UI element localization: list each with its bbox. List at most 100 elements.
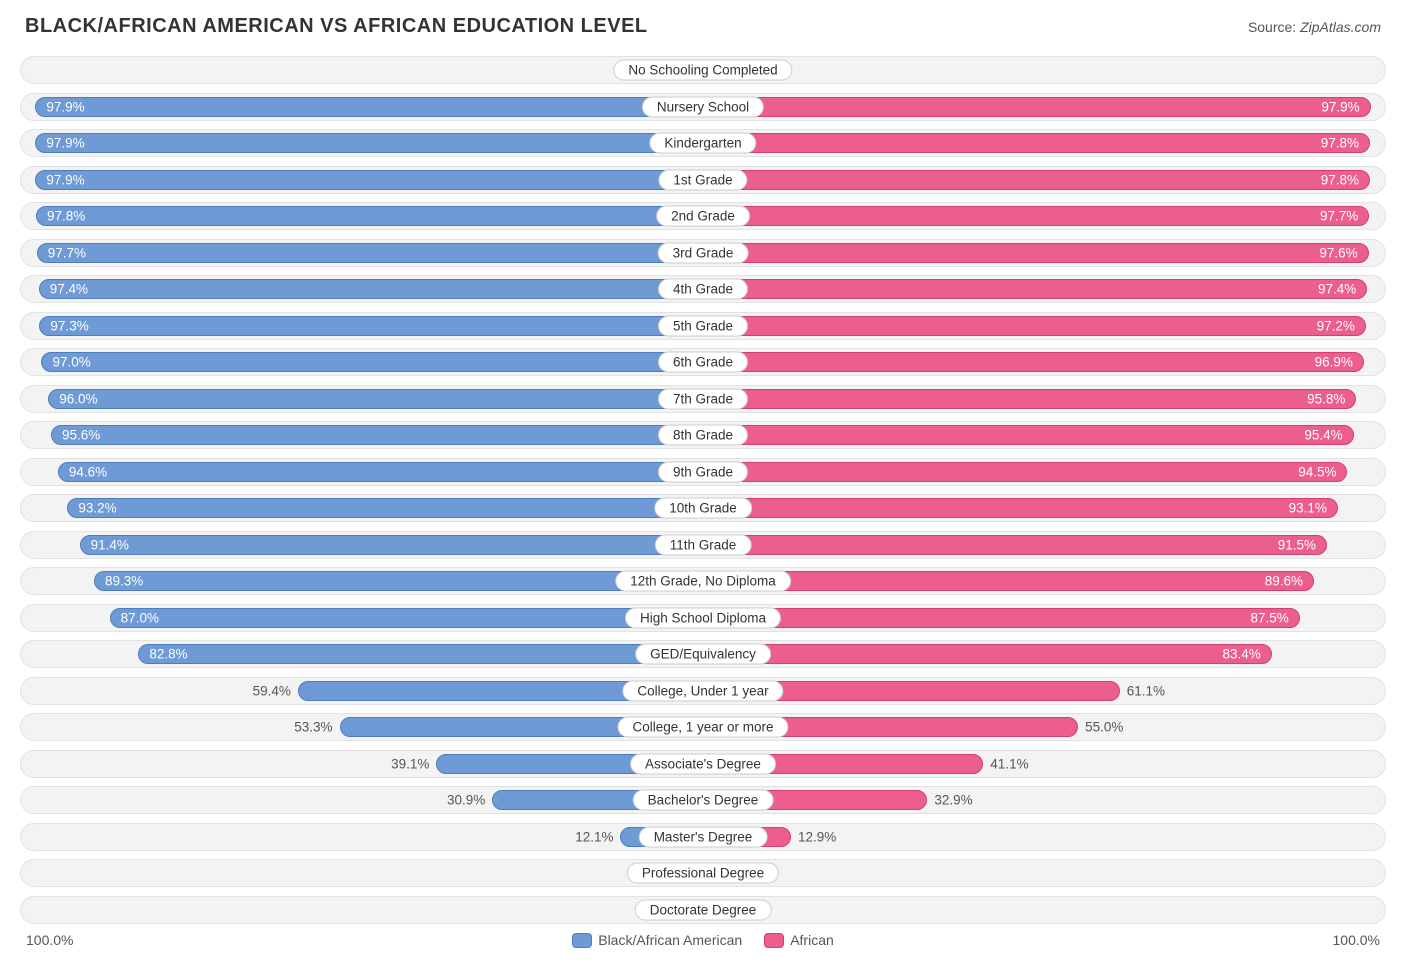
category-label: No Schooling Completed [613, 60, 792, 81]
chart-row: 3.4%3.7%Professional Degree [20, 859, 1386, 887]
chart-row: 87.0% 87.5% High School Diploma [20, 604, 1386, 632]
bar-left-value: 12.1% [575, 829, 613, 844]
bar-right: 94.5% [703, 462, 1347, 482]
chart-row: 93.2%93.1%10th Grade [20, 494, 1386, 522]
chart-row: 91.4% 91.5% 11th Grade [20, 531, 1386, 559]
bar-left-value: 59.4% [253, 683, 291, 698]
bar-right: 97.6% [703, 243, 1369, 263]
legend-label-right: African [790, 932, 834, 948]
bar-right: 97.4% [703, 279, 1367, 299]
category-label: 11th Grade [655, 534, 752, 555]
bar-right-value: 61.1% [1127, 683, 1165, 698]
bar-left: 97.4% [39, 279, 703, 299]
chart-row: 97.9%97.8%1st Grade [20, 166, 1386, 194]
bar-left-value: 97.8% [47, 209, 85, 224]
category-label: College, Under 1 year [622, 680, 783, 701]
legend-item-left: Black/African American [572, 932, 742, 948]
bar-left: 89.3% [94, 571, 703, 591]
bar-left: 97.8% [36, 206, 703, 226]
bar-left-value: 95.6% [62, 428, 100, 443]
bar-left: 97.9% [35, 97, 703, 117]
bar-right: 91.5% [703, 535, 1327, 555]
bar-right-value: 32.9% [934, 793, 972, 808]
bar-right: 95.8% [703, 389, 1356, 409]
bar-right: 97.7% [703, 206, 1369, 226]
chart-row: 97.9%97.8%Kindergarten [20, 129, 1386, 157]
bar-left: 91.4% [80, 535, 703, 555]
bar-left-value: 91.4% [91, 537, 129, 552]
bar-left-value: 87.0% [121, 610, 159, 625]
category-label: Professional Degree [627, 863, 779, 884]
chart-footer: 100.0% Black/African American African 10… [20, 932, 1386, 948]
bar-left-value: 97.3% [50, 318, 88, 333]
bar-left-value: 82.8% [149, 647, 187, 662]
bar-left-value: 89.3% [105, 574, 143, 589]
category-label: Nursery School [642, 96, 764, 117]
bar-left: 87.0% [110, 608, 703, 628]
diverging-bar-chart: 2.1%2.2%No Schooling Completed97.9%97.9%… [20, 56, 1386, 924]
category-label: GED/Equivalency [635, 644, 771, 665]
bar-right-value: 97.2% [1317, 318, 1355, 333]
category-label: 3rd Grade [658, 242, 749, 263]
category-label: Doctorate Degree [635, 899, 772, 920]
chart-row: 96.0%95.8%7th Grade [20, 385, 1386, 413]
bar-left: 94.6% [58, 462, 703, 482]
chart-row: 1.4%1.6%Doctorate Degree [20, 896, 1386, 924]
bar-left-value: 97.9% [46, 136, 84, 151]
bar-left-value: 39.1% [391, 756, 429, 771]
bar-left: 93.2% [67, 498, 703, 518]
bar-left-value: 53.3% [294, 720, 332, 735]
category-label: 1st Grade [658, 169, 747, 190]
chart-row: 97.4%97.4%4th Grade [20, 275, 1386, 303]
bar-left: 97.0% [41, 352, 703, 372]
bar-left: 97.9% [35, 133, 703, 153]
chart-row: 89.3%89.6%12th Grade, No Diploma [20, 567, 1386, 595]
bar-right-value: 97.8% [1321, 172, 1359, 187]
bar-left-value: 97.7% [48, 245, 86, 260]
legend-swatch-right [764, 933, 784, 948]
bar-right: 97.9% [703, 97, 1371, 117]
bar-left: 95.6% [51, 425, 703, 445]
bar-right-value: 97.9% [1321, 99, 1359, 114]
bar-right-value: 55.0% [1085, 720, 1123, 735]
chart-row: 94.6% 94.5%9th Grade [20, 458, 1386, 486]
category-label: 4th Grade [658, 279, 748, 300]
bar-right-value: 95.4% [1304, 428, 1342, 443]
legend: Black/African American African [572, 932, 834, 948]
axis-max-right: 100.0% [1333, 932, 1380, 948]
axis-max-left: 100.0% [26, 932, 73, 948]
bar-right-value: 97.4% [1318, 282, 1356, 297]
bar-left-value: 97.0% [52, 355, 90, 370]
bar-right-value: 96.9% [1315, 355, 1353, 370]
bar-right-value: 12.9% [798, 829, 836, 844]
category-label: 5th Grade [658, 315, 748, 336]
chart-row: 97.9%97.9%Nursery School [20, 93, 1386, 121]
category-label: High School Diploma [625, 607, 781, 628]
chart-row: 97.7% 97.6%3rd Grade [20, 239, 1386, 267]
legend-label-left: Black/African American [598, 932, 742, 948]
category-label: 9th Grade [658, 461, 748, 482]
legend-item-right: African [764, 932, 834, 948]
bar-right-value: 97.8% [1321, 136, 1359, 151]
bar-left-value: 94.6% [69, 464, 107, 479]
bar-right-value: 97.7% [1320, 209, 1358, 224]
bar-right: 95.4% [703, 425, 1354, 445]
chart-row: 39.1%41.1%Associate's Degree [20, 750, 1386, 778]
bar-right: 83.4% [703, 644, 1272, 664]
chart-row: 82.8% 83.4%GED/Equivalency [20, 640, 1386, 668]
chart-row: 59.4% 61.1% College, Under 1 year [20, 677, 1386, 705]
bar-right-value: 91.5% [1278, 537, 1316, 552]
chart-header: BLACK/AFRICAN AMERICAN VS AFRICAN EDUCAT… [20, 15, 1386, 38]
category-label: 6th Grade [658, 352, 748, 373]
category-label: 2nd Grade [656, 206, 750, 227]
category-label: 12th Grade, No Diploma [615, 571, 791, 592]
chart-row: 12.1%12.9%Master's Degree [20, 823, 1386, 851]
bar-right: 97.8% [703, 170, 1370, 190]
bar-right: 96.9% [703, 352, 1364, 372]
bar-right-value: 93.1% [1289, 501, 1327, 516]
category-label: Associate's Degree [630, 753, 776, 774]
source-name: ZipAtlas.com [1300, 19, 1381, 35]
bar-right-value: 87.5% [1250, 610, 1288, 625]
source-attribution: Source: ZipAtlas.com [1248, 19, 1381, 35]
category-label: 8th Grade [658, 425, 748, 446]
